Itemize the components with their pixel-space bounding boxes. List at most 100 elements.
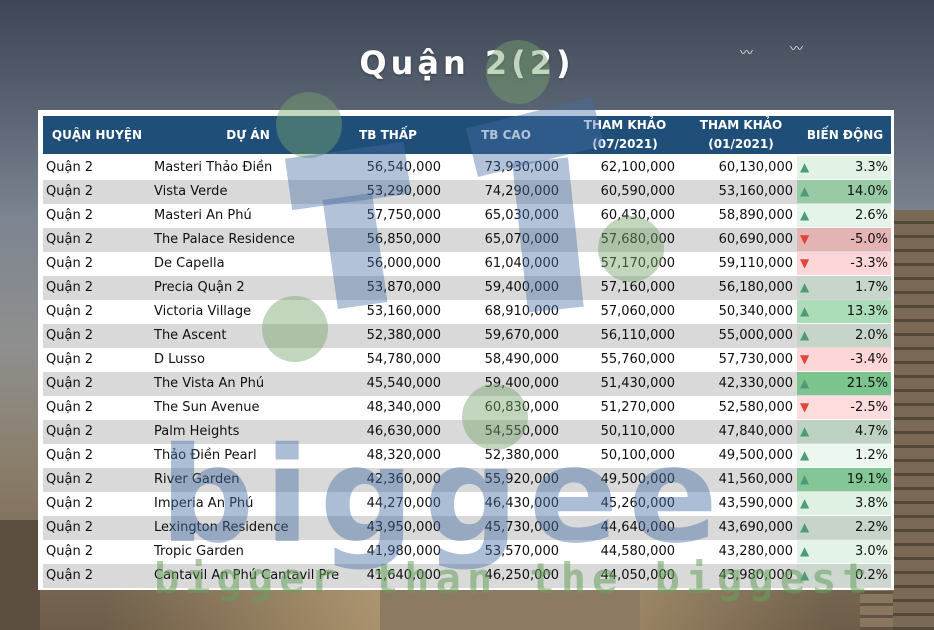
cell-tb-cao: 58,490,000 (484, 352, 559, 367)
header-ref-0121-line2: (01/2021) (708, 137, 774, 151)
change-percent: 3.8% (854, 496, 888, 511)
cell-district: Quận 2 (46, 208, 94, 223)
cell-ref-0721: 44,050,000 (600, 568, 675, 583)
cell-ref-0721: 44,580,000 (600, 544, 675, 559)
arrow-up-icon: ▲ (800, 472, 810, 486)
header-district: QUẬN HUYỆN (51, 127, 143, 142)
cell-bien-dong: ▲ 2.2% (797, 516, 891, 539)
cell-tb-thap: 52,380,000 (366, 328, 441, 343)
cell-tb-thap: 57,750,000 (366, 208, 441, 223)
cell-tb-cao: 59,400,000 (484, 376, 559, 391)
change-percent: 13.3% (846, 304, 888, 319)
cell-tb-thap: 56,000,000 (366, 256, 441, 271)
cell-district: Quận 2 (46, 256, 94, 271)
change-percent: 3.0% (854, 544, 888, 559)
cell-tb-cao: 65,030,000 (484, 208, 559, 223)
cell-district: Quận 2 (46, 328, 94, 343)
cell-project: D Lusso (154, 352, 205, 367)
table-row: Quận 2 Palm Heights 46,630,000 54,550,000 50… (43, 420, 891, 444)
arrow-up-icon: ▲ (800, 304, 810, 318)
cell-ref-0721: 45,260,000 (600, 496, 675, 511)
cell-ref-0721: 50,110,000 (600, 424, 675, 439)
table-row: Quận 2 Masteri An Phú 57,750,000 65,030,000… (43, 204, 891, 228)
cell-ref-0121: 43,980,000 (718, 568, 793, 583)
cell-project: Imperia An Phú (154, 496, 254, 511)
cell-project: Palm Heights (154, 424, 240, 439)
header-ref-0721-line2: (07/2021) (592, 137, 658, 151)
cell-project: Cantavil An Phú Cantavil Pre (154, 568, 340, 583)
change-percent: 2.0% (854, 328, 888, 343)
cell-tb-cao: 65,070,000 (484, 232, 559, 247)
cell-project: The Palace Residence (154, 232, 295, 247)
cell-project: River Garden (154, 472, 240, 487)
cell-tb-cao: 59,670,000 (484, 328, 559, 343)
cell-district: Quận 2 (46, 400, 94, 415)
change-percent: -2.5% (850, 400, 888, 415)
cell-ref-0121: 43,280,000 (718, 544, 793, 559)
cell-project: De Capella (154, 256, 225, 271)
cell-district: Quận 2 (46, 160, 94, 175)
cell-project: Masteri Thảo Điền (154, 160, 273, 175)
change-percent: 19.1% (846, 472, 888, 487)
cell-project: The Sun Avenue (154, 400, 260, 415)
cell-district: Quận 2 (46, 376, 94, 391)
cell-ref-0121: 55,000,000 (718, 328, 793, 343)
background-building (0, 520, 40, 630)
header-ref-0721-line1: THAM KHẢO (583, 118, 667, 132)
cell-bien-dong: ▼ -3.3% (797, 252, 891, 275)
cell-tb-thap: 56,850,000 (366, 232, 441, 247)
cell-tb-thap: 41,980,000 (366, 544, 441, 559)
cell-district: Quận 2 (46, 568, 94, 583)
cell-tb-thap: 48,340,000 (366, 400, 441, 415)
arrow-up-icon: ▲ (800, 328, 810, 342)
cell-tb-thap: 53,290,000 (366, 184, 441, 199)
header-high: TB CAO (481, 127, 531, 142)
arrow-up-icon: ▲ (800, 448, 810, 462)
table-body: Quận 2 Masteri Thảo Điền 56,540,000 73,930,… (43, 156, 891, 588)
arrow-down-icon: ▼ (800, 400, 810, 414)
watermark-brand: biggee (160, 419, 728, 573)
cell-tb-cao: 60,830,000 (484, 400, 559, 415)
arrow-up-icon: ▲ (800, 496, 810, 510)
cell-tb-thap: 41,640,000 (366, 568, 441, 583)
cell-tb-thap: 45,540,000 (366, 376, 441, 391)
table-row: Quận 2 The Vista An Phú 45,540,000 59,400,0… (43, 372, 891, 396)
change-percent: 3.3% (854, 160, 888, 175)
cell-ref-0721: 44,640,000 (600, 520, 675, 535)
change-percent: 0.2% (854, 568, 888, 583)
cell-tb-thap: 53,870,000 (366, 280, 441, 295)
cell-tb-thap: 46,630,000 (366, 424, 441, 439)
cell-ref-0721: 57,170,000 (600, 256, 675, 271)
watermark-tagline: bigger than the biggest (154, 554, 874, 603)
cell-ref-0121: 53,160,000 (718, 184, 793, 199)
change-percent: 2.6% (854, 208, 888, 223)
cell-tb-thap: 42,360,000 (366, 472, 441, 487)
cell-district: Quận 2 (46, 424, 94, 439)
arrow-down-icon: ▼ (800, 256, 810, 270)
table-row: Quận 2 Tropic Garden 41,980,000 53,570,000 4… (43, 540, 891, 564)
table-row: Quận 2 River Garden 42,360,000 55,920,000 49… (43, 468, 891, 492)
cell-bien-dong: ▼ -2.5% (797, 396, 891, 419)
cell-tb-thap: 48,320,000 (366, 448, 441, 463)
cell-ref-0121: 59,110,000 (718, 256, 793, 271)
cell-district: Quận 2 (46, 448, 94, 463)
arrow-down-icon: ▼ (800, 352, 810, 366)
table-row: Quận 2 Vista Verde 53,290,000 74,290,000 60,… (43, 180, 891, 204)
header-change: BIẾN ĐỘNG (806, 127, 884, 142)
cell-district: Quận 2 (46, 472, 94, 487)
bird-icon: 〰 (740, 46, 754, 61)
cell-tb-cao: 74,290,000 (484, 184, 559, 199)
cell-bien-dong: ▲ 2.0% (797, 324, 891, 347)
cell-tb-cao: 68,910,000 (484, 304, 559, 319)
cell-bien-dong: ▲ 3.3% (797, 156, 891, 179)
cell-ref-0721: 50,100,000 (600, 448, 675, 463)
cell-tb-cao: 55,920,000 (484, 472, 559, 487)
cell-ref-0721: 62,100,000 (600, 160, 675, 175)
cell-ref-0721: 51,270,000 (600, 400, 675, 415)
cell-bien-dong: ▲ 0.2% (797, 564, 891, 587)
table-row: Quận 2 Thảo Điền Pearl 48,320,000 52,380,00… (43, 444, 891, 468)
cell-tb-thap: 43,950,000 (366, 520, 441, 535)
cell-ref-0721: 57,680,000 (600, 232, 675, 247)
cell-bien-dong: ▲ 21.5% (797, 372, 891, 395)
header-project: DỰ ÁN (226, 127, 270, 142)
